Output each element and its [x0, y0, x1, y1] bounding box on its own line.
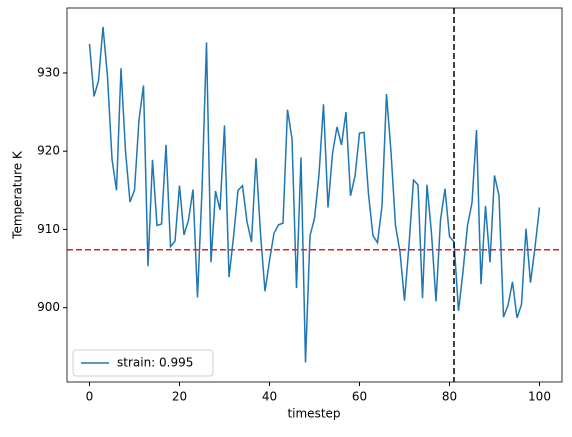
legend-box	[72, 349, 214, 377]
legend-label: strain: 0.995	[117, 356, 193, 370]
y-tick-label: 910	[37, 222, 60, 236]
plot-frame	[66, 7, 563, 383]
x-tick-label: 60	[352, 390, 367, 404]
x-axis-label: timestep	[287, 407, 340, 421]
line	[88, 26, 541, 363]
x-tick-label: 80	[442, 390, 457, 404]
x-tick-label: 40	[262, 390, 277, 404]
x-tick-label: 100	[528, 390, 551, 404]
x-tick-label: 20	[172, 390, 187, 404]
y-tick-label: 930	[37, 65, 60, 79]
y-tick-label: 920	[37, 144, 60, 158]
y-axis-label: Temperature K	[11, 150, 25, 240]
x-tick-label: 0	[86, 390, 94, 404]
y-tick-label: 900	[37, 300, 60, 314]
